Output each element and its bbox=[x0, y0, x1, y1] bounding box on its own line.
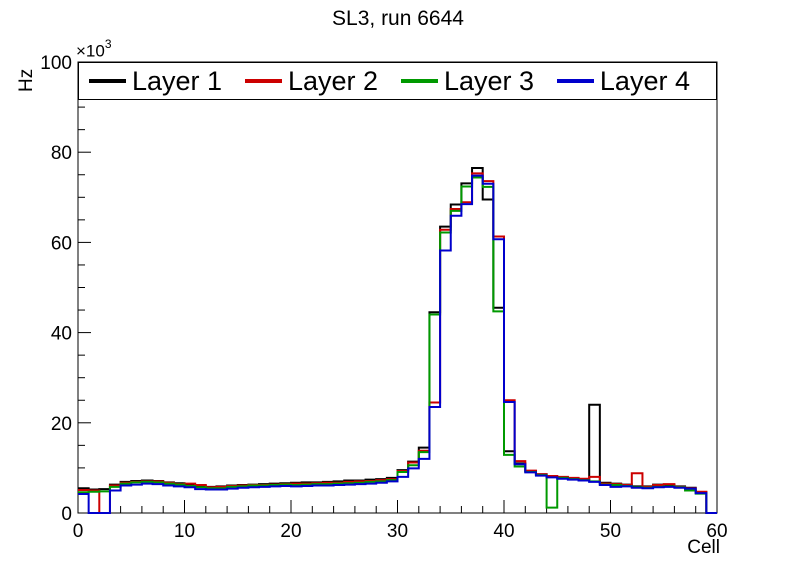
y-axis-multiplier-base: ×10 bbox=[76, 41, 105, 61]
y-tick-label: 20 bbox=[51, 414, 72, 435]
x-tick-label: 40 bbox=[493, 521, 514, 542]
legend-line-marker-layer-3 bbox=[400, 79, 438, 83]
legend-label-layer-2: Layer 2 bbox=[287, 65, 379, 96]
y-tick-label: 100 bbox=[40, 53, 72, 74]
y-tick-label: 40 bbox=[51, 324, 72, 345]
legend-entry-layer-4: Layer 4 bbox=[556, 65, 690, 96]
x-tick-label: 50 bbox=[600, 521, 621, 542]
legend: Layer 1 Layer 2 Layer 3 Layer 4 bbox=[78, 62, 717, 100]
legend-label-layer-1: Layer 1 bbox=[132, 65, 223, 96]
y-tick-label: 60 bbox=[51, 233, 72, 254]
x-tick-label: 20 bbox=[280, 521, 301, 542]
series-layer-1 bbox=[78, 166, 717, 514]
y-tick-label: 0 bbox=[61, 504, 72, 525]
legend-line-marker-layer-2 bbox=[244, 79, 282, 83]
y-axis-multiplier: ×103 bbox=[76, 37, 112, 62]
x-tick-label: 30 bbox=[387, 521, 408, 542]
x-tick-label: 10 bbox=[174, 521, 195, 542]
plot-frame bbox=[77, 61, 718, 514]
legend-entry-layer-2: Layer 2 bbox=[244, 65, 379, 96]
legend-entry-layer-1: Layer 1 bbox=[89, 65, 223, 96]
plot-title: SL3, run 6644 bbox=[332, 7, 464, 30]
y-tick-label: 80 bbox=[51, 143, 72, 164]
legend-entry-layer-3: Layer 3 bbox=[400, 65, 534, 96]
legend-line-marker-layer-1 bbox=[89, 79, 126, 83]
legend-label-layer-4: Layer 4 bbox=[599, 65, 690, 96]
legend-line-marker-layer-4 bbox=[556, 79, 594, 83]
x-tick-label: 0 bbox=[73, 521, 84, 542]
series-layer-2 bbox=[78, 172, 717, 514]
series-layer-3 bbox=[78, 176, 717, 514]
x-tick-label: 60 bbox=[706, 521, 727, 542]
legend-label-layer-3: Layer 3 bbox=[443, 65, 534, 96]
x-axis-title: Cell bbox=[687, 537, 720, 558]
series-layer-4 bbox=[78, 174, 717, 514]
y-axis-multiplier-exponent: 3 bbox=[104, 37, 112, 51]
